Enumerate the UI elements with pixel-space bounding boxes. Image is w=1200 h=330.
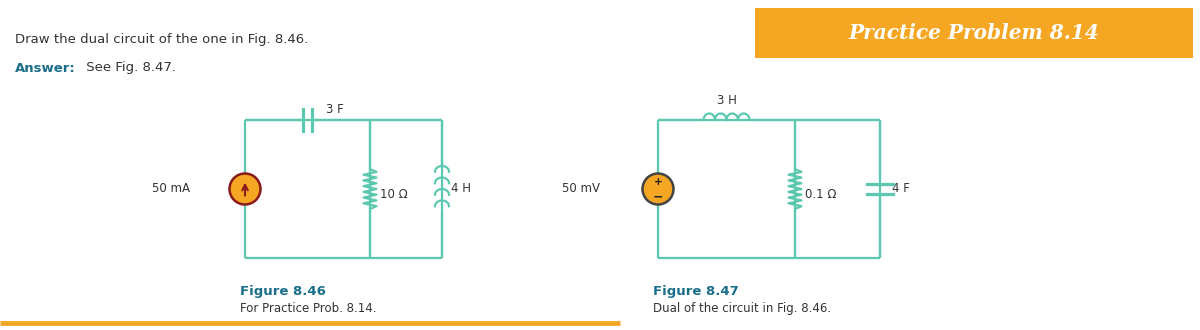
Text: 3 F: 3 F [325, 103, 343, 116]
Text: See Fig. 8.47.: See Fig. 8.47. [82, 61, 176, 75]
Text: +: + [654, 178, 662, 187]
Text: Draw the dual circuit of the one in Fig. 8.46.: Draw the dual circuit of the one in Fig.… [14, 34, 308, 47]
Text: Figure 8.46: Figure 8.46 [240, 285, 326, 298]
Circle shape [229, 174, 260, 205]
Text: Figure 8.47: Figure 8.47 [653, 285, 739, 298]
Text: 50 mV: 50 mV [562, 182, 600, 195]
Circle shape [642, 174, 673, 205]
Text: 0.1 Ω: 0.1 Ω [805, 188, 836, 202]
Text: 10 Ω: 10 Ω [380, 188, 408, 202]
Text: 50 mA: 50 mA [152, 182, 190, 195]
Text: For Practice Prob. 8.14.: For Practice Prob. 8.14. [240, 302, 377, 315]
Text: Practice Problem 8.14: Practice Problem 8.14 [848, 23, 1099, 43]
Text: 3 H: 3 H [716, 94, 737, 107]
Text: −: − [653, 190, 664, 204]
Text: 4 F: 4 F [892, 182, 910, 195]
FancyBboxPatch shape [755, 8, 1193, 58]
Text: Dual of the circuit in Fig. 8.46.: Dual of the circuit in Fig. 8.46. [653, 302, 832, 315]
Text: Answer:: Answer: [14, 61, 76, 75]
Text: 4 H: 4 H [451, 182, 470, 195]
